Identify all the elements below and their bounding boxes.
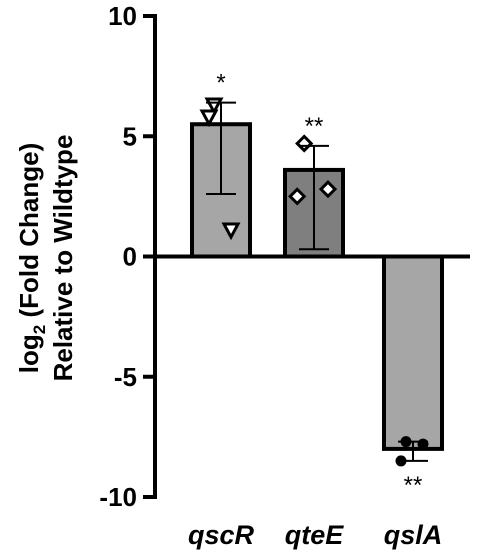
y-axis-label-line2: Relative to Wildtype <box>48 135 78 382</box>
y-axis-label-subscript: 2 <box>30 325 49 334</box>
bar-qslA <box>382 254 444 451</box>
x-tick-label-qslA: qslA <box>384 520 443 550</box>
x-tick-label-qteE: qteE <box>285 520 345 550</box>
y-tick-label: -10 <box>99 482 137 512</box>
significance-qteE: ** <box>305 113 324 140</box>
significance-qslA: ** <box>404 472 423 499</box>
y-tick-label: 0 <box>123 242 137 272</box>
y-tick-label: 5 <box>123 121 137 151</box>
significance-qscR: * <box>216 70 225 97</box>
data-point-qteE-2 <box>288 187 307 206</box>
data-point-qslA-3 <box>417 438 429 450</box>
y-tick-label: 10 <box>108 1 137 31</box>
x-tick-label-qscR: qscR <box>188 520 255 550</box>
y-tick-label: -5 <box>114 362 137 392</box>
data-point-qteE-3 <box>318 180 338 199</box>
y-axis-label: log2 (Fold Change) Relative to Wildtype <box>14 135 78 382</box>
data-point-qscR-2 <box>199 109 219 128</box>
data-point-qscR-3 <box>221 222 241 241</box>
data-point-qteE-1 <box>295 134 314 153</box>
y-axis-label-line1: log2 (Fold Change) <box>14 143 49 373</box>
